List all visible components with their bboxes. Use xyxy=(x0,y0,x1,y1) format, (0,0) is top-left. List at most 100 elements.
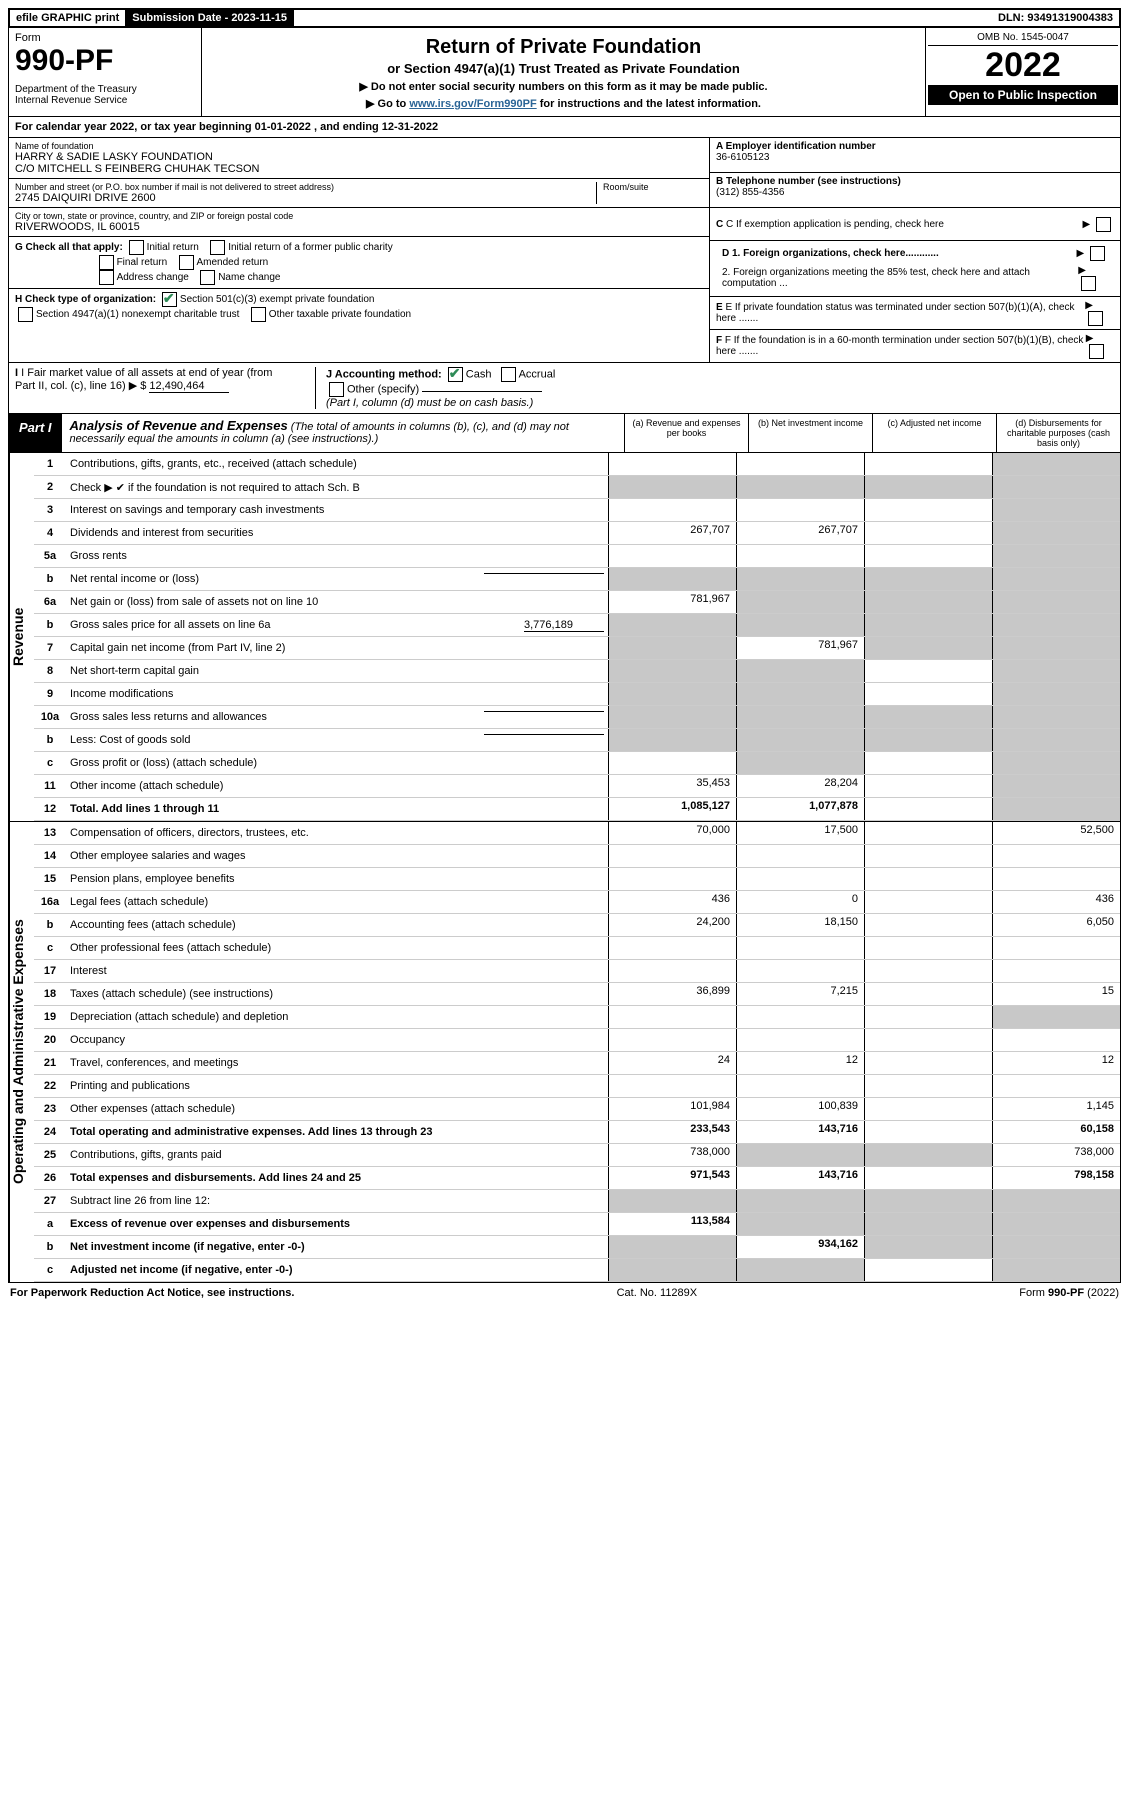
row-label: Other income (attach schedule) xyxy=(66,778,608,794)
501c3-checkbox[interactable] xyxy=(162,292,177,307)
table-row: 25Contributions, gifts, grants paid738,0… xyxy=(34,1144,1120,1167)
60month-checkbox[interactable] xyxy=(1089,344,1104,359)
cell xyxy=(608,1190,736,1212)
cell: 1,085,127 xyxy=(608,798,736,820)
row-cells xyxy=(608,960,1120,982)
col-d-header: (d) Disbursements for charitable purpose… xyxy=(996,414,1120,452)
form-title: Return of Private Foundation xyxy=(208,36,919,59)
row-cells xyxy=(608,568,1120,590)
cell xyxy=(864,1052,992,1074)
cell xyxy=(608,614,736,636)
footer-right: Form 990-PF (2022) xyxy=(1019,1287,1119,1299)
cell xyxy=(992,775,1120,797)
cell xyxy=(608,637,736,659)
cell xyxy=(864,960,992,982)
row-number: 17 xyxy=(34,963,66,979)
table-row: 16aLegal fees (attach schedule)4360436 xyxy=(34,891,1120,914)
amended-checkbox[interactable] xyxy=(179,255,194,270)
cell xyxy=(864,914,992,936)
header-left: Form 990-PF Department of the Treasury I… xyxy=(9,28,202,116)
cell xyxy=(864,1075,992,1097)
row-cells xyxy=(608,683,1120,705)
cash-checkbox[interactable] xyxy=(448,367,463,382)
cell xyxy=(992,453,1120,475)
instructions-link[interactable]: www.irs.gov/Form990PF xyxy=(409,98,536,110)
row-label: Pension plans, employee benefits xyxy=(66,871,608,887)
table-row: 27Subtract line 26 from line 12: xyxy=(34,1190,1120,1213)
part1-header: Part I Analysis of Revenue and Expenses … xyxy=(8,414,1121,453)
cell xyxy=(736,752,864,774)
cell xyxy=(736,614,864,636)
efile-label: efile GRAPHIC print xyxy=(10,10,126,26)
cell: 436 xyxy=(608,891,736,913)
cell xyxy=(864,1098,992,1120)
cell xyxy=(608,706,736,728)
row-label: Contributions, gifts, grants, etc., rece… xyxy=(66,456,608,472)
row-cells xyxy=(608,1075,1120,1097)
row-label: Capital gain net income (from Part IV, l… xyxy=(66,640,608,656)
cell xyxy=(864,891,992,913)
row-cells: 781,967 xyxy=(608,591,1120,613)
foreign-85-checkbox[interactable] xyxy=(1081,276,1096,291)
cell xyxy=(736,1144,864,1166)
row-number: 24 xyxy=(34,1124,66,1140)
accrual-checkbox[interactable] xyxy=(501,367,516,382)
cell: 1,077,878 xyxy=(736,798,864,820)
cell xyxy=(864,868,992,890)
cell xyxy=(608,729,736,751)
other-taxable-checkbox[interactable] xyxy=(251,307,266,322)
name-change-checkbox[interactable] xyxy=(200,270,215,285)
address-change-checkbox[interactable] xyxy=(99,270,114,285)
final-return-checkbox[interactable] xyxy=(99,255,114,270)
cell xyxy=(736,660,864,682)
foreign-org-checkbox[interactable] xyxy=(1090,246,1105,261)
form-label: Form xyxy=(15,32,195,44)
row-number: b xyxy=(34,571,66,587)
table-row: 19Depreciation (attach schedule) and dep… xyxy=(34,1006,1120,1029)
omb-number: OMB No. 1545-0047 xyxy=(928,30,1118,46)
row-cells xyxy=(608,845,1120,867)
row-cells xyxy=(608,476,1120,498)
section-f: F F If the foundation is in a 60-month t… xyxy=(710,330,1120,362)
exemption-pending-checkbox[interactable] xyxy=(1096,217,1111,232)
cell xyxy=(864,1121,992,1143)
row-cells xyxy=(608,1259,1120,1281)
row-cells xyxy=(608,660,1120,682)
calendar-year: For calendar year 2022, or tax year begi… xyxy=(8,117,1121,138)
table-row: bGross sales price for all assets on lin… xyxy=(34,614,1120,637)
4947a1-checkbox[interactable] xyxy=(18,307,33,322)
row-label: Excess of revenue over expenses and disb… xyxy=(66,1216,608,1232)
table-row: bAccounting fees (attach schedule)24,200… xyxy=(34,914,1120,937)
cell xyxy=(608,868,736,890)
row-cells xyxy=(608,729,1120,751)
cell xyxy=(992,868,1120,890)
cell xyxy=(608,568,736,590)
cell xyxy=(736,1006,864,1028)
cell xyxy=(608,660,736,682)
cell xyxy=(992,683,1120,705)
initial-return-checkbox[interactable] xyxy=(129,240,144,255)
row-number: b xyxy=(34,617,66,633)
cell xyxy=(992,960,1120,982)
cell xyxy=(992,1213,1120,1235)
cell xyxy=(992,522,1120,544)
row-label: Taxes (attach schedule) (see instruction… xyxy=(66,986,608,1002)
cell: 113,584 xyxy=(608,1213,736,1235)
initial-former-checkbox[interactable] xyxy=(210,240,225,255)
cell xyxy=(992,1029,1120,1051)
row-cells: 738,000738,000 xyxy=(608,1144,1120,1166)
row-label: Gross rents xyxy=(66,548,608,564)
row-cells xyxy=(608,937,1120,959)
cell xyxy=(864,983,992,1005)
row-label: Subtract line 26 from line 12: xyxy=(66,1193,608,1209)
cell xyxy=(864,614,992,636)
row-cells: 36,8997,21515 xyxy=(608,983,1120,1005)
cell: 798,158 xyxy=(992,1167,1120,1189)
terminated-checkbox[interactable] xyxy=(1088,311,1103,326)
table-row: 3Interest on savings and temporary cash … xyxy=(34,499,1120,522)
other-method-checkbox[interactable] xyxy=(329,382,344,397)
cell xyxy=(736,591,864,613)
table-row: 14Other employee salaries and wages xyxy=(34,845,1120,868)
row-cells: 113,584 xyxy=(608,1213,1120,1235)
cell xyxy=(992,1259,1120,1281)
